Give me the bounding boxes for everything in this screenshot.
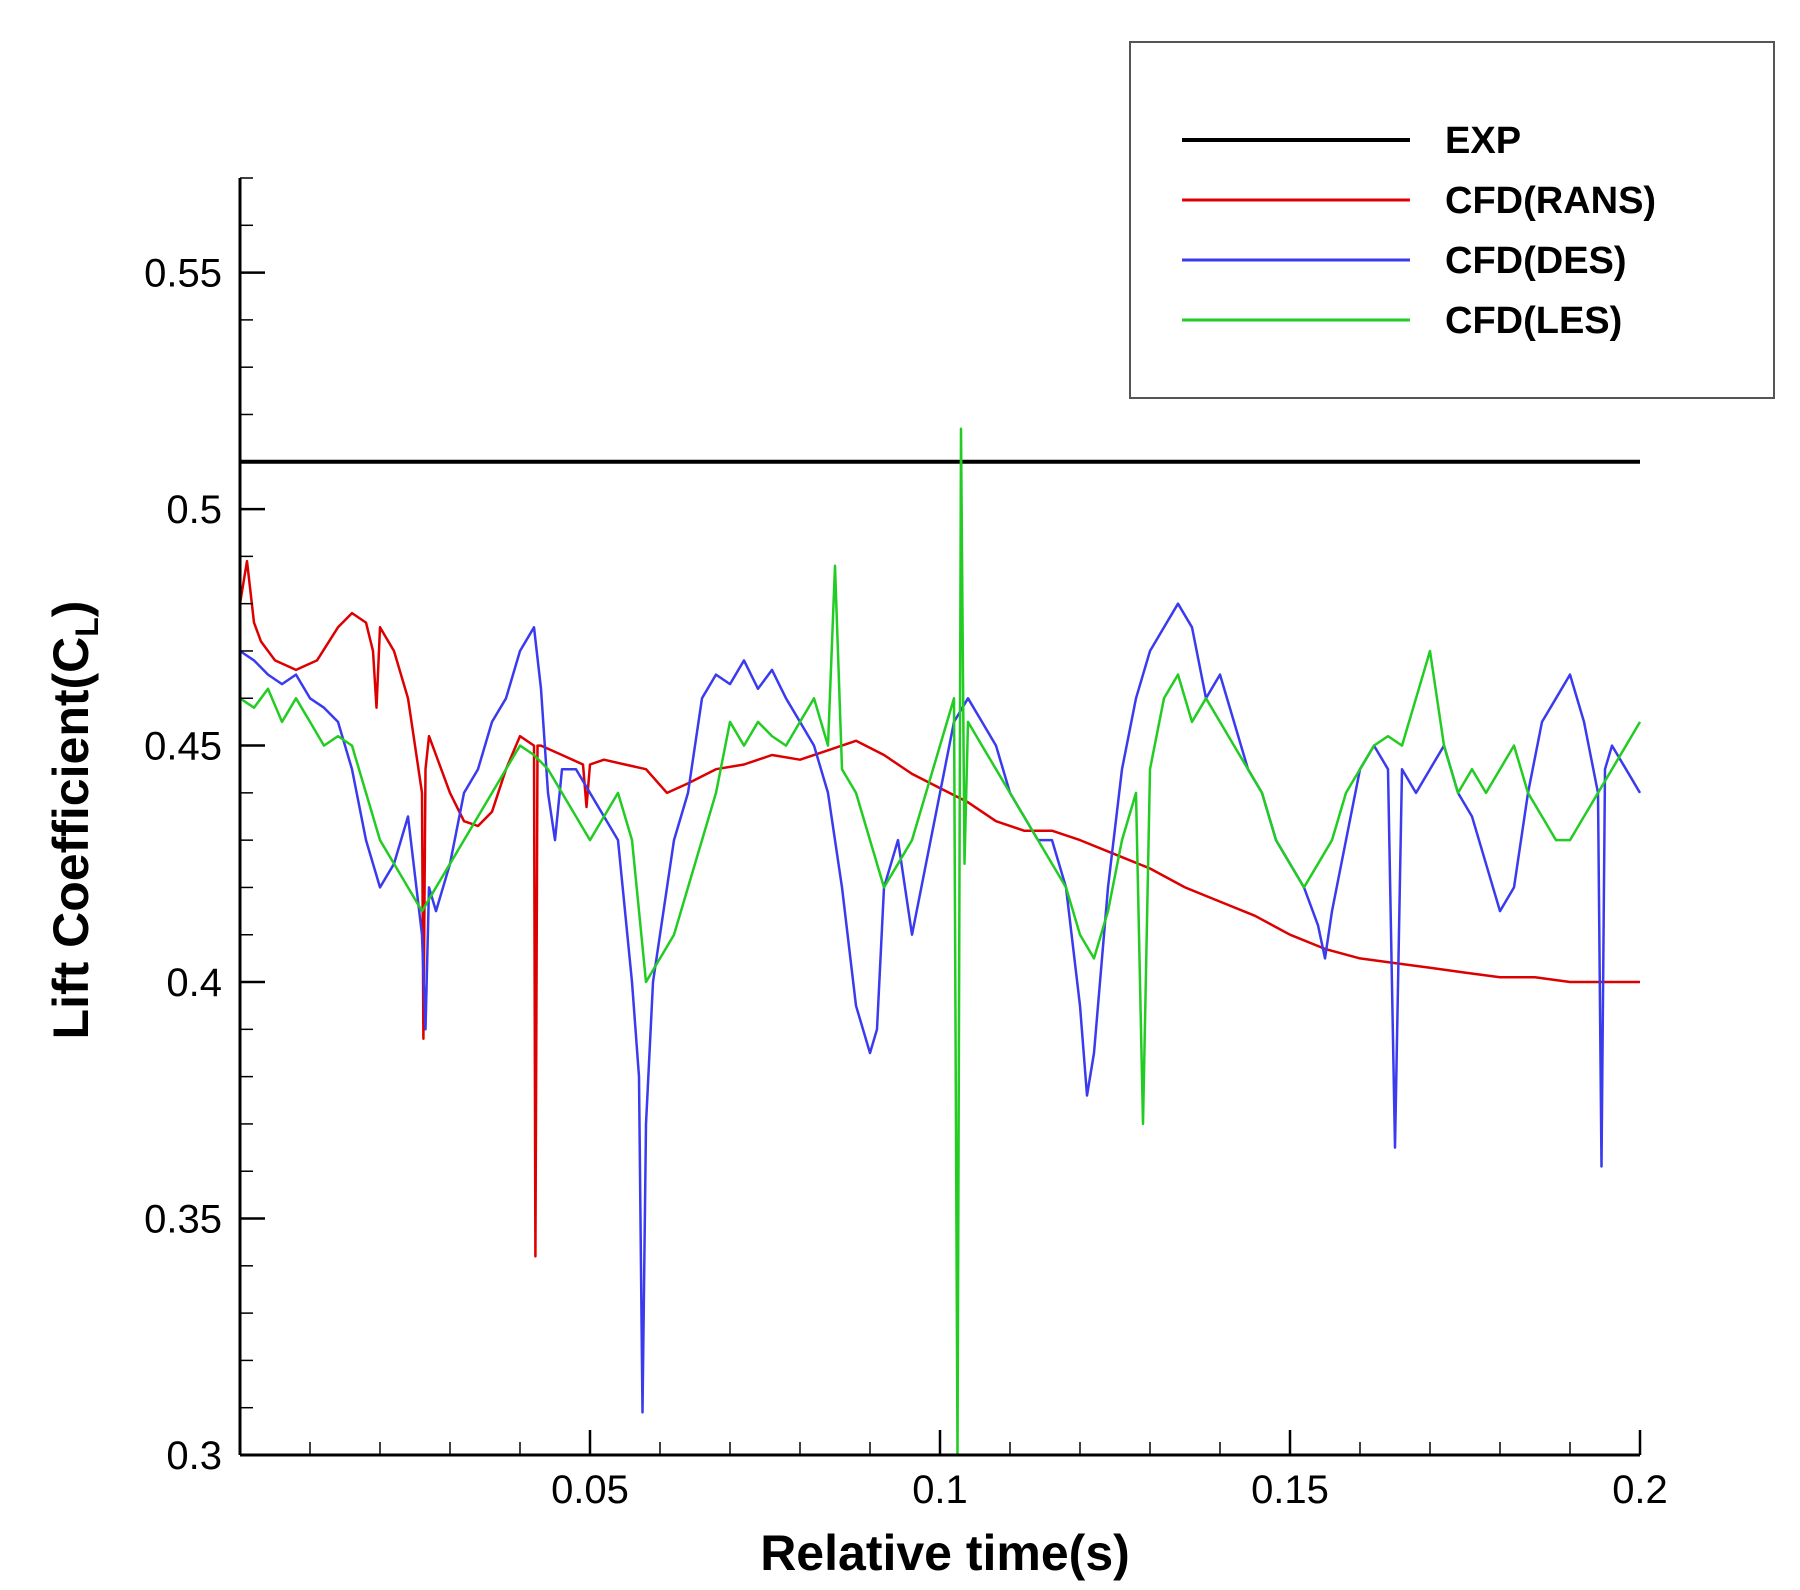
y-tick-label: 0.55	[144, 252, 222, 296]
x-axis-title: Relative time(s)	[760, 1525, 1130, 1581]
y-tick-label: 0.3	[166, 1434, 222, 1478]
legend: EXP CFD(RANS) CFD(DES) CFD(LES)	[1129, 41, 1775, 399]
y-axis-title: Lift Coefficient(CL)	[43, 601, 105, 1040]
y-axis-title-subscript: L	[69, 617, 105, 637]
y-tick-label: 0.5	[166, 488, 222, 532]
series-line-cfd-des	[239, 602, 1642, 1414]
series-line-cfd-rans	[238, 559, 1640, 1258]
legend-label-cfd-rans: CFD(RANS)	[1445, 180, 1656, 222]
y-axis-title-main: Lift Coefficient(C	[43, 637, 99, 1040]
x-tick-label: 0.1	[912, 1468, 968, 1512]
legend-label-cfd-des: CFD(DES)	[1445, 240, 1627, 282]
axis-layer: 0.3 0.35 0.4 0.45 0.5 0.55 0.05 0.1 0.15 0.2	[144, 177, 1668, 1512]
x-tick-label: 0.05	[551, 1468, 629, 1512]
x-tick-label: 0.15	[1251, 1468, 1329, 1512]
legend-box	[1129, 41, 1775, 399]
x-tick-label: 0.2	[1612, 1468, 1668, 1512]
y-tick-label: 0.4	[166, 961, 222, 1005]
series-line-cfd-les	[239, 427, 1642, 1457]
y-axis-title-close: )	[43, 601, 99, 618]
legend-label-exp: EXP	[1445, 120, 1521, 162]
y-tick-label: 0.35	[144, 1198, 222, 1242]
legend-label-cfd-les: CFD(LES)	[1445, 300, 1622, 342]
series-layer	[238, 427, 1642, 1457]
y-tick-label: 0.45	[144, 725, 222, 769]
